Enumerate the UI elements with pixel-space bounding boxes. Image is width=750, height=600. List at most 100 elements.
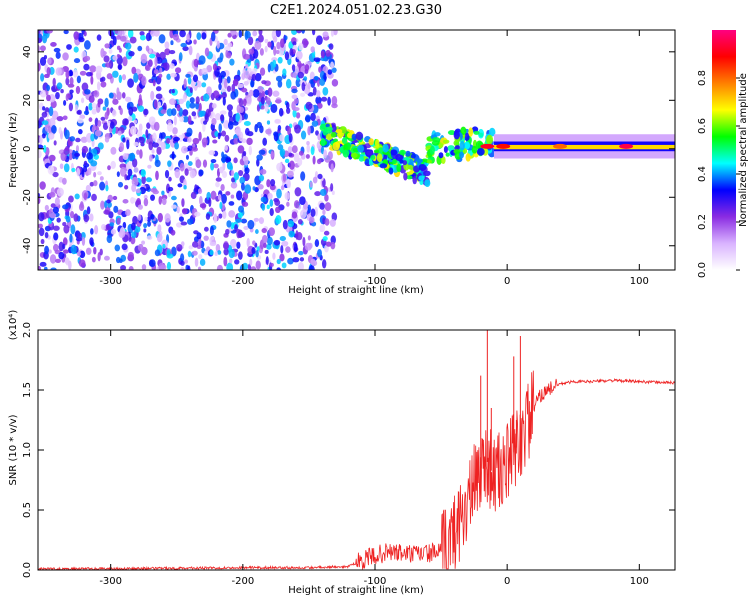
heatmap-cell [184, 168, 189, 176]
heatmap-cell [148, 141, 154, 151]
heatmap-cell [221, 91, 227, 99]
heatmap-cell [235, 112, 240, 123]
heatmap-cell [162, 142, 166, 150]
heatmap-cell [298, 250, 304, 256]
heatmap-cell [315, 35, 323, 46]
heatmap-cell [258, 174, 265, 182]
heatmap-cell [311, 120, 319, 127]
heatmap-cell [418, 175, 425, 181]
heatmap-cell [291, 88, 298, 94]
heatmap-cell [140, 53, 148, 64]
heatmap-cell [157, 101, 162, 108]
heatmap-cell [286, 178, 291, 188]
heatmap-cell [453, 130, 460, 140]
heatmap-cell [114, 30, 119, 35]
heatmap-cell [261, 228, 267, 234]
colorbar-ticks: 0.0 0.2 0.4 0.6 0.8 [697, 70, 740, 278]
heatmap-cell [424, 179, 431, 188]
heatmap-cell [201, 137, 208, 146]
heatmap-cell [187, 161, 193, 166]
heatmap-cell [332, 30, 338, 36]
heatmap-cell [183, 184, 187, 190]
heatmap-cell [97, 171, 102, 176]
heatmap-cell [39, 181, 46, 190]
heatmap-cell [38, 265, 41, 270]
heatmap-cell [217, 57, 223, 63]
heatmap-cell [242, 262, 249, 270]
heatmap-cell [187, 265, 191, 270]
y-tick-label: -20 [22, 189, 33, 205]
heatmap-cell [312, 176, 318, 184]
heatmap-cell [110, 228, 117, 235]
heatmap-cell [78, 129, 83, 135]
heatmap-cell [238, 98, 244, 107]
heatmap-cell [128, 265, 134, 270]
heatmap-cell [222, 171, 228, 178]
heatmap-cell [134, 225, 141, 233]
heatmap-cell [122, 221, 127, 229]
heatmap-cell [247, 36, 254, 46]
heatmap-cell [116, 87, 120, 97]
heatmap-cell [185, 132, 192, 137]
heatmap-cell [277, 56, 283, 64]
heatmap-cell [297, 71, 304, 79]
heatmap-y-ticks: -40 -20 0 20 40 [22, 45, 675, 254]
heatmap-cell [171, 89, 175, 94]
heatmap-cell [145, 177, 153, 183]
heatmap-cell [178, 216, 184, 222]
heatmap-cell [91, 256, 96, 263]
heatmap-cell [63, 224, 70, 234]
heatmap-cell [287, 257, 294, 265]
heatmap-cell [265, 256, 269, 265]
heatmap-cell [83, 160, 88, 166]
heatmap-cell [260, 96, 265, 105]
heatmap-cell [47, 132, 55, 140]
heatmap-cell [46, 94, 51, 102]
heatmap-cell [52, 171, 59, 178]
snr-y-ticks: 0.0 0.5 1.0 1.5 2.0 [22, 322, 675, 578]
heatmap-cell [80, 97, 85, 104]
heatmap-cell [275, 49, 280, 55]
heatmap-cell [288, 133, 293, 143]
heatmap-cell [102, 122, 109, 130]
heatmap-cell [93, 180, 98, 187]
heatmap-cell [230, 30, 237, 36]
heatmap-cell [300, 130, 307, 140]
heatmap-cell [91, 102, 97, 109]
heatmap-cell [131, 66, 137, 75]
heatmap-cell [171, 108, 177, 116]
heatmap-cell [153, 30, 160, 37]
heatmap-cell [110, 160, 116, 170]
snr-scale-label: (x10⁴) [8, 310, 19, 341]
heatmap-cell [226, 76, 231, 84]
heatmap-cell [488, 127, 496, 137]
heatmap-cell [243, 156, 249, 166]
heatmap-cell [279, 253, 285, 262]
heatmap-cell [243, 80, 249, 86]
heatmap-cell [106, 73, 113, 80]
heatmap-cell [166, 122, 174, 133]
heatmap-cell [128, 51, 135, 57]
heatmap-cell [157, 212, 163, 223]
heatmap-cell [90, 160, 98, 167]
heatmap-cell [143, 222, 148, 229]
snr-line [38, 370, 675, 570]
heatmap-cell [127, 30, 134, 39]
heatmap-cell [298, 42, 304, 51]
heatmap-cell [270, 103, 278, 113]
heatmap-cell [234, 259, 240, 265]
heatmap-cell [114, 244, 121, 252]
heatmap-cell [130, 125, 137, 136]
heatmap-cell [230, 169, 235, 176]
heatmap-cell [274, 99, 282, 104]
heatmap-cell [278, 107, 284, 117]
heatmap-cell [178, 52, 183, 62]
x-tick-label: -100 [364, 276, 387, 287]
heatmap-cell [240, 218, 248, 224]
heatmap-cell [201, 32, 207, 40]
heatmap-cell [187, 137, 192, 143]
heatmap-cell [259, 169, 267, 175]
heatmap-cell [118, 74, 123, 84]
heatmap-cell [299, 196, 306, 206]
heatmap-cell [276, 162, 283, 172]
